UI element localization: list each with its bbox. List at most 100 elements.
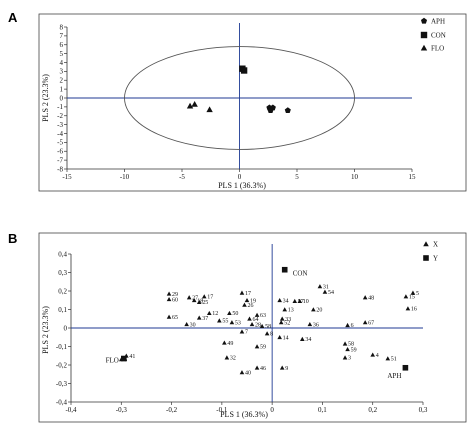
panel-b-point-x-label: 59: [351, 347, 357, 353]
panel-b-ylabel: PLS 2 (23.3%): [41, 306, 50, 354]
panel-b-legend-marker-y: [423, 255, 429, 261]
panel-b-point-x-label: 32: [230, 356, 236, 362]
panel-b-point-x: [166, 314, 172, 319]
panel-a-legend-marker-flo: [420, 44, 428, 51]
panel-b-xtick-label: 0,3: [419, 406, 428, 414]
panel-a-ytick-label: -1: [57, 103, 63, 111]
panel-b-point-x: [201, 294, 207, 299]
panel-b-point-y: [121, 355, 127, 362]
panel-b-point-x: [254, 344, 260, 349]
panel-a-point-aph: [284, 107, 291, 114]
panel-b-point-y-label: APH: [387, 372, 401, 380]
panel-b-ytick-label: -0,4: [56, 398, 68, 406]
panel-b-point-x-label: 54: [328, 290, 334, 296]
panel-b-letter: B: [8, 231, 17, 246]
panel-b-point-x-label: 27: [192, 295, 198, 301]
panel-b-point-x: [345, 346, 350, 352]
panel-b-point-x-label: 9: [285, 366, 288, 372]
panel-b-point-x: [239, 329, 245, 334]
panel-b-point-x-label: 8: [270, 332, 273, 338]
panel-b-xtick-label: -0,4: [65, 406, 77, 414]
panel-b-point-x-label: 5: [416, 291, 419, 297]
panel-b-point-y: [402, 364, 409, 371]
panel-b-point-x-label: 26: [247, 303, 253, 309]
panel-b-xtick-label: 0,1: [318, 406, 327, 414]
panel-b-point-x: [254, 365, 260, 370]
panel-b-point-x: [166, 297, 172, 302]
panel-b-point-x: [259, 323, 265, 328]
panel-b-point-x-label: 58: [265, 324, 271, 330]
panel-a-ytick-label: 7: [60, 32, 64, 40]
panel-b-ytick-label: 0,3: [58, 269, 67, 277]
panel-a-ytick-label: -8: [57, 165, 63, 173]
panel-b-point-x: [222, 340, 227, 345]
panel-b-frame: [38, 232, 467, 423]
panel-b-xtick-label: -0,3: [116, 406, 128, 414]
panel-b-point-x: [249, 322, 255, 327]
panel-b-point-x: [217, 318, 222, 323]
panel-a-ytick-label: 0: [60, 94, 64, 102]
panel-a-xtick-label: -15: [62, 173, 72, 181]
panel-a-legend-label-con: CON: [431, 32, 446, 40]
panel-a-ytick-label: -2: [57, 112, 63, 120]
panel-b-xtick-label: 0,2: [368, 406, 377, 414]
panel-b-ytick-label: -0,1: [56, 343, 68, 351]
panel-b-point-x: [186, 295, 192, 300]
panel-b-point-x: [239, 290, 245, 295]
panel-b-point-x: [196, 315, 202, 320]
panel-a-ylabel: PLS 2 (23.3%): [41, 74, 50, 122]
panel-b-point-x-label: 19: [250, 298, 256, 304]
panel-b-point-x: [264, 331, 270, 336]
panel-b-point-x: [362, 295, 368, 300]
panel-b-point-x: [242, 302, 247, 307]
panel-b-point-x-label: 34: [305, 337, 311, 343]
panel-b-point-x: [403, 294, 409, 299]
panel-a-ytick-label: 6: [60, 41, 64, 49]
panel-b-point-x-label: 20: [316, 308, 322, 314]
panel-b-point-x-label: 48: [368, 295, 374, 301]
panel-b-point-x: [206, 310, 212, 316]
panel-a-ytick-label: 1: [60, 85, 64, 93]
panel-b-point-x: [254, 312, 260, 317]
panel-b-point-x-label: 36: [313, 322, 319, 328]
panel-a-xtick-label: 5: [295, 173, 299, 181]
panel-a-ytick-label: -3: [57, 121, 63, 129]
panel-b-point-x: [370, 352, 376, 357]
panel-b-point-x-label: 58: [348, 342, 354, 348]
panel-b-point-x-label: 10: [303, 299, 309, 305]
panel-b-point-x-label: 57: [298, 299, 304, 305]
panel-b-point-x-label: 65: [172, 315, 178, 321]
panel-a-ytick-label: -5: [57, 139, 63, 147]
panel-b-point-x-label: 67: [368, 320, 374, 326]
panel-b-point-x: [184, 322, 189, 327]
panel-b-point-x: [300, 336, 305, 341]
panel-b-point-x: [279, 316, 285, 321]
panel-a-ytick-label: -7: [57, 156, 63, 164]
panel-b-xtick-label: -0,1: [216, 406, 228, 414]
panel-a-legend-label-aph: APH: [431, 18, 445, 26]
panel-b-point-x-label: 13: [288, 308, 294, 314]
panel-b-point-x-label: 4: [376, 353, 379, 359]
panel-a-plot: -15 -10 -5 0 5 10 15-8-7-6-5-4-3-2-1012345678A…: [57, 18, 446, 182]
panel-b-point-y-label: CON: [293, 270, 308, 278]
panel-b-point-y: [281, 266, 288, 273]
panel-b-point-x: [292, 298, 298, 304]
panel-b-point-x-label: 46: [260, 366, 266, 372]
panel-b-point-x: [224, 355, 230, 360]
panel-a-legend-label-flo: FLO: [431, 45, 444, 53]
panel-b-point-x-label: 51: [391, 357, 397, 363]
panel-b-point-x: [405, 306, 411, 311]
panel-b-point-x: [279, 365, 285, 370]
panel-b-point-x: [385, 356, 391, 361]
panel-b-point-y-label: FLO: [106, 357, 119, 365]
panel-a-legend-marker-con: [420, 31, 428, 39]
panel-a-point-flo: [191, 101, 198, 107]
panel-b-point-x-label: 37: [202, 316, 208, 322]
panel-b-point-x: [322, 289, 328, 294]
panel-b-point-x-label: 60: [172, 297, 178, 303]
panel-b-point-x: [191, 297, 197, 303]
panel-a-xlabel: PLS 1 (36.3%): [218, 181, 266, 190]
panel-a-ytick-label: 4: [60, 59, 64, 67]
panel-a-letter: A: [8, 10, 18, 25]
